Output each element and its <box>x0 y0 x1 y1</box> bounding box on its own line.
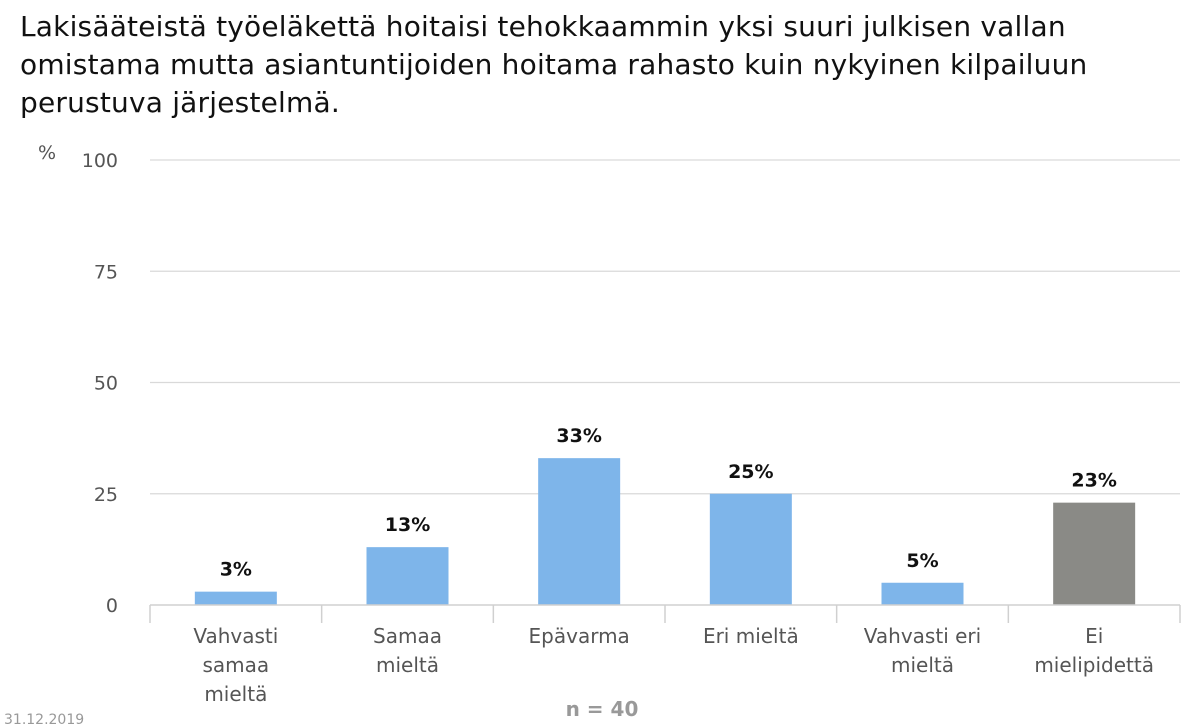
y-tick-label: 25 <box>94 484 118 506</box>
bar <box>194 591 277 605</box>
bars <box>194 458 1136 605</box>
y-tick-labels: 0 25 50 75 100 <box>82 150 118 617</box>
bar <box>366 547 449 605</box>
category-label: mieltä <box>891 653 954 677</box>
data-label: 13% <box>385 514 430 536</box>
y-axis-label: % <box>38 142 56 164</box>
y-tick-label: 0 <box>106 595 118 617</box>
category-label: mieltä <box>376 653 439 677</box>
y-tick-label: 75 <box>94 261 118 283</box>
category-label: mielipidettä <box>1034 653 1154 677</box>
category-labels: Vahvasti samaa mieltä Samaa mieltä Epävarma Er… <box>193 624 1154 706</box>
footer-date: 31.12.2019 <box>4 712 85 728</box>
category-label: Vahvasti eri <box>864 624 981 648</box>
y-tick-label: 50 <box>94 373 118 395</box>
category-label: mieltä <box>204 682 267 706</box>
bar <box>709 493 792 605</box>
category-label: Ei <box>1085 624 1103 648</box>
chart-title: Lakisääteistä työeläkettä hoitaisi tehok… <box>20 10 1088 119</box>
data-label: 5% <box>906 550 938 572</box>
bar <box>1053 502 1136 605</box>
bar <box>538 458 621 605</box>
data-label: 23% <box>1071 470 1116 492</box>
gridlines <box>150 159 1180 495</box>
category-label: Samaa <box>373 624 442 648</box>
bar <box>881 582 964 605</box>
data-label: 33% <box>556 425 601 447</box>
data-label: 3% <box>220 559 252 581</box>
category-label: Eri mieltä <box>703 624 799 648</box>
category-label: Epävarma <box>529 624 630 648</box>
y-tick-label: 100 <box>82 150 118 172</box>
x-axis <box>149 604 1181 623</box>
data-labels: 3% 13% 33% 25% 5% 23% <box>220 425 1117 581</box>
data-label: 25% <box>728 461 773 483</box>
sample-size-note: n = 40 <box>566 697 639 721</box>
category-label: Vahvasti <box>193 624 278 648</box>
category-label: samaa <box>202 653 269 677</box>
